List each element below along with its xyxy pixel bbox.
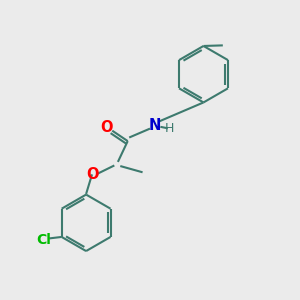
- Text: O: O: [86, 167, 98, 182]
- Text: O: O: [101, 120, 113, 135]
- Text: N: N: [148, 118, 160, 133]
- Text: H: H: [165, 122, 175, 134]
- Text: Cl: Cl: [36, 233, 51, 247]
